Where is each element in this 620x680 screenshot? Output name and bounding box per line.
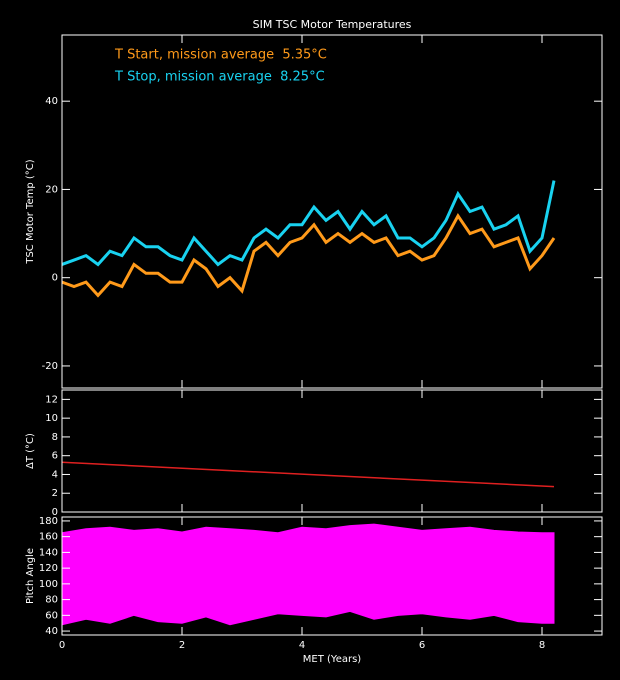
x-tick-label: 2 [179,640,185,651]
axes-frame [61,389,603,513]
y-tick-label: 0 [52,273,58,284]
y-tick-label: 4 [52,469,58,480]
y-axis-label: TSC Motor Temp (°C) [25,159,36,264]
series-line [61,180,556,267]
chart-title: SIM TSC Motor Temperatures [253,18,412,31]
y-tick-label: 60 [45,610,58,621]
y-axis-label: ΔT (°C) [25,433,36,469]
y-tick-label: 0 [52,507,58,518]
pitch-area [61,523,555,626]
axes-frame [61,516,603,636]
series-line [61,213,556,298]
y-tick-label: 160 [39,532,58,543]
x-axis-label: MET (Years) [303,654,362,665]
legend-entry: T Stop, mission average 8.25°C [114,70,325,85]
y-tick-label: 40 [45,626,58,637]
y-tick-label: 140 [39,547,58,558]
y-tick-label: 80 [45,595,58,606]
y-tick-label: 8 [52,432,58,443]
y-tick-label: 6 [52,451,58,462]
x-tick-label: 6 [419,640,425,651]
axes-frame [61,34,603,389]
x-tick-label: 0 [59,640,65,651]
x-tick-label: 8 [539,640,545,651]
y-tick-label: 10 [45,413,58,424]
x-tick-label: 4 [299,640,305,651]
y-tick-label: 12 [45,394,58,405]
y-tick-label: 2 [52,488,58,499]
y-tick-label: 20 [45,184,58,195]
y-tick-label: 120 [39,563,58,574]
y-tick-label: 100 [39,579,58,590]
y-tick-label: 180 [39,516,58,527]
y-tick-label: 40 [45,96,58,107]
y-tick-label: -20 [42,361,58,372]
y-axis-label: Pitch Angle [25,548,36,604]
series-line [61,461,555,488]
legend-entry: T Start, mission average 5.35°C [114,48,327,63]
